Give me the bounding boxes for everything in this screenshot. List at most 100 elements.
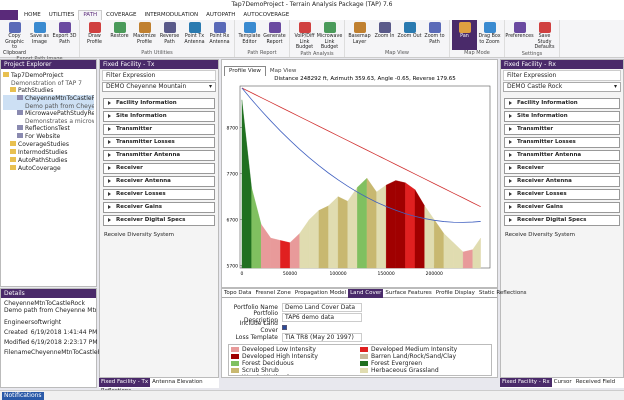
legend-swatch — [360, 354, 368, 359]
ribbon-button[interactable]: Reverse Path — [157, 20, 182, 50]
tree-node[interactable]: CoverageStudies — [3, 141, 94, 149]
ribbon-tab[interactable]: AUTOPATH — [206, 12, 236, 18]
section-header[interactable]: Transmitter Antenna — [103, 150, 215, 161]
ribbon-button[interactable]: Point Rx Antenna — [207, 20, 232, 50]
ribbon-button[interactable]: Zoom Out — [397, 20, 422, 50]
detail-value: 6/19/2018 2:23:17 PM — [31, 339, 98, 346]
bottom-tab[interactable]: Land Cover — [348, 289, 384, 298]
section-header[interactable]: Receiver Gains — [504, 202, 620, 213]
section-header[interactable]: Transmitter — [504, 124, 620, 135]
tree-node[interactable]: CheyenneMtnToCastleRock — [3, 95, 94, 103]
section-header[interactable]: Facility Information — [504, 98, 620, 109]
panel-tab[interactable]: Received Field — [575, 379, 616, 385]
tree-node[interactable]: Tap7DemoProject — [3, 72, 94, 80]
section-header[interactable]: Transmitter Antenna — [504, 150, 620, 161]
ribbon-buttons: Preferences Save Study Defaults — [505, 20, 557, 51]
bottom-tab[interactable]: Static Reflections — [478, 290, 527, 296]
field-label: Loss Template — [235, 333, 278, 341]
group-label: Map Mode — [464, 50, 490, 56]
ribbon-tab[interactable]: INTERMODULATION — [144, 12, 199, 18]
ribbon-button[interactable]: Export 3D Path — [52, 20, 77, 56]
tree-icon — [17, 125, 23, 130]
tree-node[interactable]: For Website — [3, 133, 94, 141]
ribbon-button[interactable]: Draw Profile — [82, 20, 107, 50]
ribbon-tab[interactable]: PATH — [78, 10, 103, 20]
ribbon-button[interactable]: Preferences — [505, 20, 534, 51]
section-header[interactable]: Transmitter — [103, 124, 215, 135]
tree-node[interactable]: MicrowavePathStudyReflections — [3, 110, 94, 118]
ribbon-button[interactable]: Save Study Defaults — [532, 20, 557, 51]
bottom-tab[interactable]: Profile Display — [435, 290, 475, 296]
ribbon-button[interactable]: Copy Graphic to Clipboard — [2, 20, 27, 56]
section-header[interactable]: Receiver Antenna — [504, 176, 620, 187]
tree-node[interactable]: AutoCoverage — [3, 165, 94, 173]
button-icon — [458, 22, 471, 33]
template-select[interactable]: TIA TR8 (May 20 1997) — [282, 332, 362, 342]
tree-node[interactable]: ReflectionsTest — [3, 125, 94, 133]
button-label: Save Study Defaults — [534, 34, 555, 50]
section-header[interactable]: Site Information — [103, 111, 215, 122]
group-label: Settings — [521, 50, 543, 57]
ribbon-button[interactable]: Maximize Profile — [132, 20, 157, 50]
ribbon-tab[interactable]: UTILITIES — [48, 12, 75, 18]
tree-icon — [10, 141, 16, 146]
ribbon-button[interactable]: Drag Box to Zoom — [477, 20, 502, 50]
section-header[interactable]: Receiver Digital Specs — [103, 215, 215, 226]
panel-tab[interactable]: Fixed Facility - Tx — [99, 378, 151, 387]
ribbon-button[interactable]: VoIP/Diff Link Budget — [292, 20, 317, 51]
bottom-tab[interactable]: Topo Data — [224, 290, 252, 296]
ribbon-button[interactable]: Zoom to Path — [422, 20, 447, 50]
ribbon-group: Draw Profile Restore Maximize Profile Rever… — [80, 20, 235, 57]
ribbon-tab[interactable]: AUTOCOVERAGE — [243, 12, 290, 18]
ribbon-button[interactable]: Zoom In — [372, 20, 397, 50]
section-header[interactable]: Receiver Losses — [504, 189, 620, 200]
button-icon — [138, 22, 151, 33]
y-tick-label: 8700 — [227, 125, 239, 131]
field-label: Portfolio Name — [233, 303, 278, 311]
facility-select[interactable]: DEMO Castle Rock ▾ — [503, 82, 621, 92]
section-header[interactable]: Receiver Digital Specs — [504, 215, 620, 226]
tree-node[interactable]: PathStudies — [3, 87, 94, 95]
tree-node[interactable]: AutoPathStudies — [3, 157, 94, 165]
ribbon-button[interactable]: Point Tx Antenna — [182, 20, 207, 50]
detail-row: Engineer softwright — [1, 318, 96, 328]
notifications[interactable]: Notifications — [2, 392, 44, 400]
ribbon-tab[interactable]: HOME — [24, 12, 41, 18]
bottom-tab[interactable]: Surface Features — [385, 290, 432, 296]
file-button[interactable] — [0, 10, 18, 20]
ribbon-button[interactable]: Basemap Layer — [347, 20, 372, 50]
section-header[interactable]: Receiver Gains — [103, 202, 215, 213]
bottom-tab[interactable]: Propagation Model — [294, 290, 347, 296]
ribbon-button[interactable]: Template Editor — [237, 20, 262, 50]
ribbon-button[interactable]: Restore — [107, 20, 132, 50]
group-label: Path Analysis — [300, 50, 334, 57]
section-header[interactable]: Transmitter Losses — [504, 137, 620, 148]
node-label: CoverageStudies — [18, 141, 70, 148]
view-tab[interactable]: Profile View — [224, 66, 266, 76]
dropdown-arrow: ▾ — [208, 83, 212, 90]
section-header[interactable]: Receiver — [504, 163, 620, 174]
ribbon-button[interactable]: Generate Report — [262, 20, 287, 50]
panel-tab[interactable]: Antenna Elevation — [152, 379, 203, 385]
facility-select[interactable]: DEMO Cheyenne Mountain ▾ — [102, 82, 216, 92]
section-header[interactable]: Receiver — [103, 163, 215, 174]
section-header[interactable]: Facility Information — [103, 98, 215, 109]
ribbon-button[interactable]: Save as Image — [27, 20, 52, 56]
section-header[interactable]: Receiver Losses — [103, 189, 215, 200]
section-header[interactable]: Receiver Antenna — [103, 176, 215, 187]
bottom-tab[interactable]: Fresnel Zone — [255, 290, 291, 296]
ribbon-button[interactable]: Pan — [452, 20, 477, 50]
button-label: Maximize Profile — [133, 34, 156, 45]
button-label: Zoom In — [374, 34, 395, 39]
panel-tab[interactable]: Fixed Facility - Rx — [500, 378, 552, 387]
ribbon-tab[interactable]: COVERAGE — [106, 12, 137, 18]
ribbon-button[interactable]: Microwave Link Budget — [317, 20, 342, 51]
panel-tab[interactable]: Cursor — [553, 379, 572, 385]
include-checkbox[interactable] — [282, 324, 287, 330]
button-icon — [353, 22, 366, 33]
section-header[interactable]: Transmitter Losses — [103, 137, 215, 148]
tree-node[interactable]: IntermodStudies — [3, 149, 94, 157]
view-tab[interactable]: Map View — [269, 68, 297, 74]
section-header[interactable]: Site Information — [504, 111, 620, 122]
tree-icon — [17, 110, 23, 115]
